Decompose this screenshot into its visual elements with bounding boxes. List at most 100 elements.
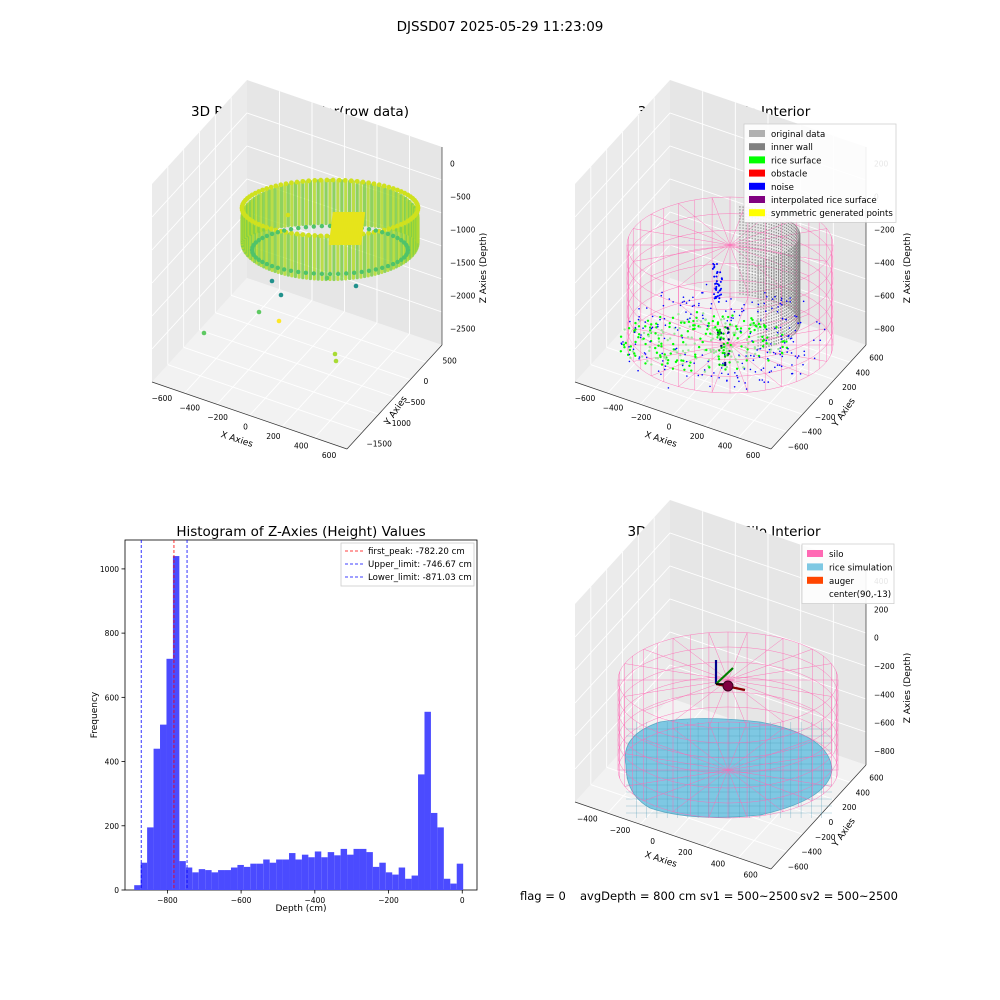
legend-swatch <box>749 156 765 164</box>
raw-y-tick-labels: 500 0 −500 −1000 −1500 <box>367 356 458 448</box>
rice-surface-point <box>692 319 695 323</box>
raw-point <box>303 224 309 230</box>
histogram-panel: Histogram of Z-Axies (Height) Values −80… <box>90 524 478 914</box>
raw-point <box>294 179 300 185</box>
rice-surface-point <box>724 368 727 371</box>
rice-surface-point <box>716 321 720 324</box>
noise-point <box>777 306 779 308</box>
rice-surface-point <box>776 334 779 337</box>
silo-floor-spoke <box>643 769 729 802</box>
raw-point <box>359 269 364 275</box>
raw-point <box>256 238 261 243</box>
rice-surface-point <box>682 359 685 363</box>
noise-point <box>707 360 709 363</box>
silo-floor-spoke <box>633 344 731 362</box>
noise-point <box>686 375 688 377</box>
x-tick-label: −200 <box>631 413 652 422</box>
noise-point <box>657 370 660 372</box>
rice-surface-point <box>659 315 662 319</box>
y-tick-label: 0 <box>829 398 834 407</box>
rice-surface-point <box>654 356 658 360</box>
noise-point <box>776 364 779 366</box>
rice-surface-point <box>657 344 660 347</box>
histogram-bar <box>198 869 206 890</box>
obstacle-cluster-point <box>720 344 723 348</box>
rice-surface-point <box>711 327 715 330</box>
rice-surface-point <box>669 352 672 355</box>
noise-point <box>638 357 640 360</box>
noise-cluster-point <box>715 275 718 278</box>
rice-surface-point <box>705 348 708 352</box>
histogram-bar <box>411 875 419 890</box>
rice-surface-point <box>753 346 757 349</box>
histogram-bar <box>385 872 393 890</box>
histogram-bar <box>314 851 322 890</box>
silo-floor-spoke <box>729 297 749 346</box>
noise-point <box>710 307 712 310</box>
y-tick-label: 0 <box>114 886 119 895</box>
silo-floor-spoke <box>727 728 784 771</box>
noise-point <box>702 317 704 320</box>
noise-point <box>796 357 799 359</box>
rice-surface-point <box>633 329 636 332</box>
raw-point <box>399 257 404 262</box>
raw-point <box>354 178 360 184</box>
rice-surface-point <box>657 334 660 337</box>
histogram-bar <box>295 859 302 890</box>
noise-cluster-point <box>713 297 716 300</box>
grid-line <box>151 112 443 218</box>
raw-z-axis-label: Z Axies (Depth) <box>479 233 489 304</box>
raw-obstacle-column <box>336 211 344 246</box>
noise-point <box>788 327 791 329</box>
rice-surface-point <box>644 325 647 328</box>
rice-surface-point <box>721 351 724 355</box>
noise-point <box>651 326 654 329</box>
rice-surface-point <box>671 367 675 370</box>
noise-point <box>744 382 746 384</box>
simulation-y-tick-labels: 600 400 200 0 −200 −400 −600 <box>788 773 884 871</box>
sv1-text: sv1 = 500~2500 <box>700 889 798 903</box>
histogram-bar <box>185 867 193 890</box>
noise-cluster-point <box>715 285 718 288</box>
y-tick-label: 200 <box>105 822 120 831</box>
noise-point <box>706 324 709 327</box>
raw-obstacle-column <box>350 211 358 246</box>
rice-surface-point <box>711 319 715 323</box>
legend-swatch <box>749 196 765 203</box>
histogram-bar <box>405 878 412 890</box>
noise-point <box>741 362 744 365</box>
raw-point <box>395 235 400 241</box>
raw-point <box>385 263 391 269</box>
rice-surface-point <box>657 340 661 343</box>
legend-label: silo <box>829 550 844 560</box>
noise-point <box>761 379 764 381</box>
x-tick-label: −200 <box>610 826 631 835</box>
silo-floor-spoke <box>729 344 782 387</box>
histogram-bar <box>230 867 238 890</box>
silo-roof-spoke <box>727 638 784 681</box>
raw-point <box>366 230 371 236</box>
rice-surface-point <box>628 348 632 352</box>
noise-point <box>766 351 769 354</box>
silo-roof-spoke <box>633 244 731 262</box>
flag-text: flag = 0 <box>520 889 566 903</box>
rice-surface-point <box>783 330 786 333</box>
noise-point <box>741 310 743 313</box>
z-tick-label: −400 <box>874 690 895 699</box>
rice-surface-point <box>629 345 633 348</box>
noise-point <box>628 353 631 356</box>
noise-point <box>795 315 798 318</box>
grid-line <box>654 294 851 363</box>
rice-surface-point <box>736 337 739 340</box>
noise-point <box>789 337 792 340</box>
raw-point <box>395 223 400 229</box>
raw-outlier-point <box>353 283 359 289</box>
rice-surface-point <box>766 336 769 339</box>
rice-surface-point <box>693 342 697 345</box>
noise-point <box>638 356 641 358</box>
rice-surface-point <box>709 332 712 335</box>
raw-point <box>278 182 284 188</box>
raw-obstacle-column <box>358 211 366 246</box>
rice-surface-point <box>647 335 650 338</box>
rice-surface-point <box>634 354 637 357</box>
